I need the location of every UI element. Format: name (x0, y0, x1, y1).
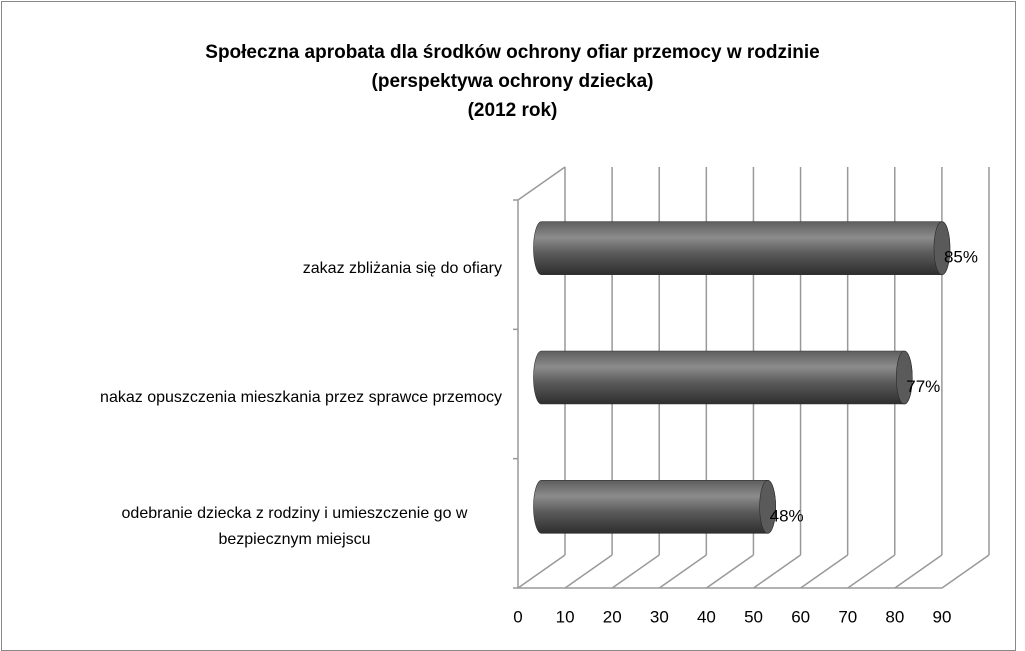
floor-line (706, 554, 754, 589)
category-label-box: nakaz opuszczenia mieszkania przez spraw… (100, 385, 502, 411)
value-label: 48% (770, 506, 804, 525)
x-tick-label: 30 (650, 607, 669, 626)
x-tick-label: 60 (791, 607, 810, 626)
category-label-box: zakaz zbliżania się do ofiary (303, 256, 502, 282)
bar-cap (759, 480, 776, 534)
floor-line (800, 554, 849, 589)
category-label: odebranie dziecka z rodziny i umieszczen… (121, 505, 468, 549)
floor-line (611, 554, 660, 589)
bar (533, 221, 951, 275)
category-label-box: odebranie dziecka z rodziny i umieszczen… (87, 501, 502, 553)
floor-line (658, 554, 707, 589)
floor-line (847, 554, 896, 589)
bar (533, 350, 913, 405)
x-tick-label: 10 (556, 607, 575, 626)
floor-line (753, 554, 801, 589)
value-label: 77% (906, 377, 940, 396)
bar (533, 480, 776, 534)
bar-body (533, 480, 776, 534)
value-label: 85% (944, 248, 978, 267)
bar-cap (895, 350, 913, 405)
x-tick-label: 50 (744, 607, 763, 626)
floor-line (517, 554, 566, 589)
bar-cap (933, 221, 951, 275)
wall-edge (517, 166, 566, 201)
floor-line (894, 554, 943, 589)
x-tick-label: 70 (838, 607, 857, 626)
x-tick-label: 80 (885, 607, 904, 626)
floor-line (941, 554, 990, 589)
category-label: nakaz opuszczenia mieszkania przez spraw… (100, 389, 502, 406)
bar-body (533, 350, 913, 405)
chart-title: Społeczna aprobata dla środków ochrony o… (205, 42, 820, 121)
category-label: zakaz zbliżania się do ofiary (302, 259, 502, 277)
x-tick-label: 0 (513, 607, 522, 626)
x-tick-label: 90 (933, 607, 952, 626)
bar-body (533, 221, 951, 275)
x-tick-label: 40 (697, 607, 716, 626)
floor-line (564, 554, 613, 589)
x-tick-label: 20 (603, 607, 622, 626)
